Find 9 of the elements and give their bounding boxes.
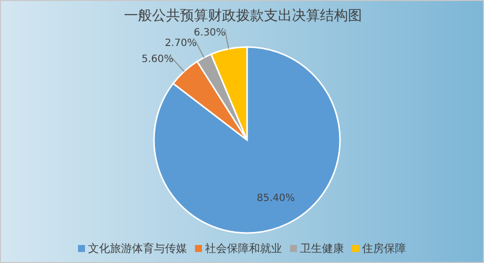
data-label: 85.40% xyxy=(256,192,295,204)
slice-label: 文化旅游体育与传媒 xyxy=(88,241,187,256)
legend-label: 卫生健康 xyxy=(300,241,344,256)
legend-label: 社会保障和就业 xyxy=(205,241,282,256)
data-label: 6.30% xyxy=(194,28,226,39)
legend-label: 住房保障 xyxy=(362,241,406,256)
data-label: 2.70% xyxy=(164,38,197,49)
chart-title: 一般公共预算财政拨款支出决算结构图 xyxy=(123,7,363,25)
data-label: 5.60% xyxy=(142,54,174,66)
